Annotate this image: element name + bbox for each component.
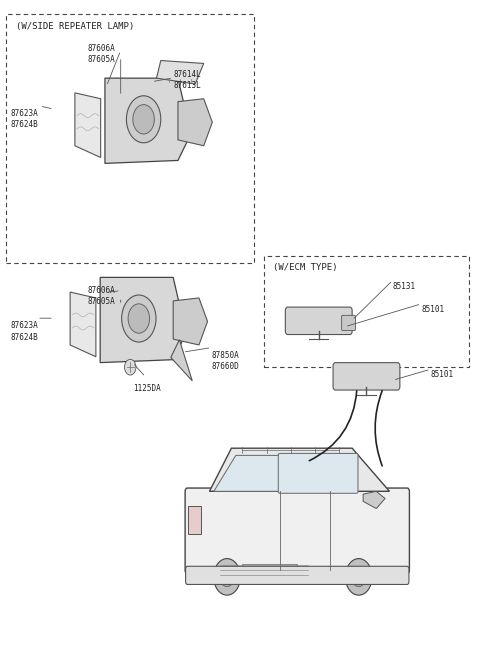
Circle shape <box>346 559 372 595</box>
FancyBboxPatch shape <box>285 307 352 335</box>
Polygon shape <box>171 340 192 381</box>
Text: 85101: 85101 <box>431 371 454 379</box>
Polygon shape <box>75 93 101 157</box>
Text: 85101: 85101 <box>421 305 444 314</box>
Polygon shape <box>363 491 385 508</box>
Polygon shape <box>70 292 96 357</box>
Text: 87623A
87624B: 87623A 87624B <box>11 321 39 342</box>
Text: (W/SIDE REPEATER LAMP): (W/SIDE REPEATER LAMP) <box>16 22 134 31</box>
Polygon shape <box>100 277 186 363</box>
Polygon shape <box>178 98 212 146</box>
FancyBboxPatch shape <box>188 506 201 535</box>
Circle shape <box>121 295 156 342</box>
FancyBboxPatch shape <box>333 363 400 390</box>
Circle shape <box>214 559 240 595</box>
Text: 87606A
87605A: 87606A 87605A <box>87 44 115 64</box>
Polygon shape <box>214 455 280 491</box>
Polygon shape <box>156 60 204 84</box>
Circle shape <box>128 304 150 333</box>
Text: (W/ECM TYPE): (W/ECM TYPE) <box>274 262 338 272</box>
Circle shape <box>220 567 234 586</box>
FancyBboxPatch shape <box>242 564 297 573</box>
Circle shape <box>124 359 136 375</box>
FancyBboxPatch shape <box>278 453 358 493</box>
Text: 87606A
87605A: 87606A 87605A <box>87 285 115 306</box>
Circle shape <box>351 567 366 586</box>
Text: 87850A
87660D: 87850A 87660D <box>211 351 239 371</box>
Circle shape <box>126 96 161 143</box>
Polygon shape <box>105 78 191 163</box>
Text: 85131: 85131 <box>393 282 416 291</box>
FancyBboxPatch shape <box>342 316 356 331</box>
Polygon shape <box>209 448 389 491</box>
Text: 87623A
87624B: 87623A 87624B <box>11 109 39 129</box>
Circle shape <box>133 104 155 134</box>
FancyBboxPatch shape <box>185 488 409 573</box>
Text: 1125DA: 1125DA <box>132 384 160 392</box>
FancyBboxPatch shape <box>186 566 409 584</box>
Polygon shape <box>173 298 207 345</box>
Text: 87614L
87613L: 87614L 87613L <box>173 70 201 90</box>
